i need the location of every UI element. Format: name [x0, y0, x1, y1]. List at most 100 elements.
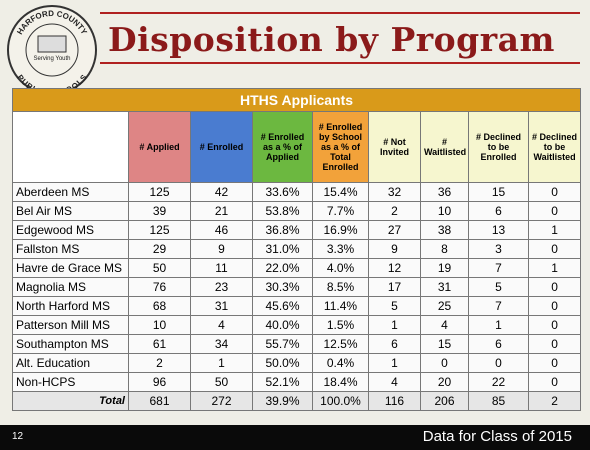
cell: 116 — [368, 391, 421, 411]
cell: 0 — [527, 334, 582, 354]
cell: 15 — [468, 182, 529, 202]
table-row: Total 681 272 39.9% 100.0% 116 206 85 2 — [12, 391, 582, 411]
table-row: Southampton MS 61 34 55.7% 12.5% 6 15 6 0 — [12, 334, 582, 354]
cell: 9 — [368, 239, 421, 259]
cell: 8.5% — [312, 277, 369, 297]
logo-motto: Serving Youth — [33, 56, 70, 62]
cell: 1 — [368, 315, 421, 335]
cell: 29 — [128, 239, 191, 259]
cell: 7 — [468, 296, 529, 316]
cell: 39.9% — [252, 391, 313, 411]
rule — [100, 12, 580, 14]
cell: 36 — [420, 182, 469, 202]
table-row: Havre de Grace MS 50 11 22.0% 4.0% 12 19 7 1 — [12, 258, 582, 278]
cell: 0 — [527, 372, 582, 392]
cell: 52.1% — [252, 372, 313, 392]
cell: 31 — [420, 277, 469, 297]
cell: 39 — [128, 201, 191, 221]
cell: 10 — [128, 315, 191, 335]
cell: 6 — [468, 334, 529, 354]
cell: 30.3% — [252, 277, 313, 297]
row-label: Patterson Mill MS — [12, 315, 129, 335]
cell: 0 — [527, 277, 582, 297]
cell: 55.7% — [252, 334, 313, 354]
page-number: 12 — [12, 431, 24, 442]
cell: 22.0% — [252, 258, 313, 278]
cell: 33.6% — [252, 182, 313, 202]
table-row: North Harford MS 68 31 45.6% 11.4% 5 25 7 0 — [12, 296, 582, 316]
cell: 20 — [420, 372, 469, 392]
cell: 1 — [527, 258, 582, 278]
row-label: Southampton MS — [12, 334, 129, 354]
cell: 16.9% — [312, 220, 369, 240]
cell: 7 — [468, 258, 529, 278]
cell: 46 — [190, 220, 253, 240]
cell: 9 — [190, 239, 253, 259]
table-row: Non-HCPS 96 50 52.1% 18.4% 4 20 22 0 — [12, 372, 582, 392]
table-row: Fallston MS 29 9 31.0% 3.3% 9 8 3 0 — [12, 239, 582, 259]
footer-caption: Data for Class of 2015 — [422, 428, 572, 445]
cell: 8 — [420, 239, 469, 259]
applicants-table: HTHS Applicants # Applied # Enrolled # Enr… — [11, 88, 582, 411]
cell: 1 — [368, 353, 421, 373]
cell: 0 — [527, 239, 582, 259]
rule — [100, 62, 580, 64]
cell: 7.7% — [312, 201, 369, 221]
row-label: Bel Air MS — [12, 201, 129, 221]
row-label: Magnolia MS — [12, 277, 129, 297]
cell: 18.4% — [312, 372, 369, 392]
row-label: Aberdeen MS — [12, 182, 129, 202]
cell: 0 — [527, 353, 582, 373]
cell: 40.0% — [252, 315, 313, 335]
cell: 1 — [468, 315, 529, 335]
cell: 12.5% — [312, 334, 369, 354]
logo: HARFORD COUNTY Serving Youth PUBLIC SCHO… — [7, 5, 97, 94]
logo-inner-ring — [25, 23, 79, 77]
cell: 19 — [420, 258, 469, 278]
cell: 53.8% — [252, 201, 313, 221]
column-header: # Enrolled — [190, 111, 253, 183]
footer: 12 Data for Class of 2015 — [0, 425, 590, 450]
cell: 0 — [527, 296, 582, 316]
cell: 272 — [190, 391, 253, 411]
cell: 96 — [128, 372, 191, 392]
row-label: North Harford MS — [12, 296, 129, 316]
row-label: Havre de Grace MS — [12, 258, 129, 278]
cell: 25 — [420, 296, 469, 316]
cell: 2 — [527, 391, 582, 411]
cell: 32 — [368, 182, 421, 202]
cell: 23 — [190, 277, 253, 297]
cell: 6 — [368, 334, 421, 354]
cell: 4 — [368, 372, 421, 392]
table-title: HTHS Applicants — [11, 88, 582, 112]
logo-building — [37, 35, 67, 53]
column-header — [12, 111, 129, 183]
cell: 38 — [420, 220, 469, 240]
table-row: Bel Air MS 39 21 53.8% 7.7% 2 10 6 0 — [12, 201, 582, 221]
cell: 10 — [420, 201, 469, 221]
cell: 3 — [468, 239, 529, 259]
cell: 45.6% — [252, 296, 313, 316]
cell: 11.4% — [312, 296, 369, 316]
row-label: Fallston MS — [12, 239, 129, 259]
cell: 125 — [128, 182, 191, 202]
cell: 13 — [468, 220, 529, 240]
column-header: # Declined to be Enrolled — [468, 111, 529, 183]
cell: 2 — [368, 201, 421, 221]
cell: 50 — [128, 258, 191, 278]
cell: 17 — [368, 277, 421, 297]
cell: 0 — [468, 353, 529, 373]
cell: 1.5% — [312, 315, 369, 335]
table-row: Edgewood MS 125 46 36.8% 16.9% 27 38 13 1 — [12, 220, 582, 240]
cell: 50 — [190, 372, 253, 392]
column-header: # Enrolled by School as a % of Total Enr… — [312, 111, 369, 183]
table-row: Magnolia MS 76 23 30.3% 8.5% 17 31 5 0 — [12, 277, 582, 297]
table-row: Patterson Mill MS 10 4 40.0% 1.5% 1 4 1 0 — [12, 315, 582, 335]
cell: 76 — [128, 277, 191, 297]
cell: 31 — [190, 296, 253, 316]
cell: 4 — [420, 315, 469, 335]
cell: 0 — [527, 315, 582, 335]
table-row: Alt. Education 2 1 50.0% 0.4% 1 0 0 0 — [12, 353, 582, 373]
cell: 6 — [468, 201, 529, 221]
